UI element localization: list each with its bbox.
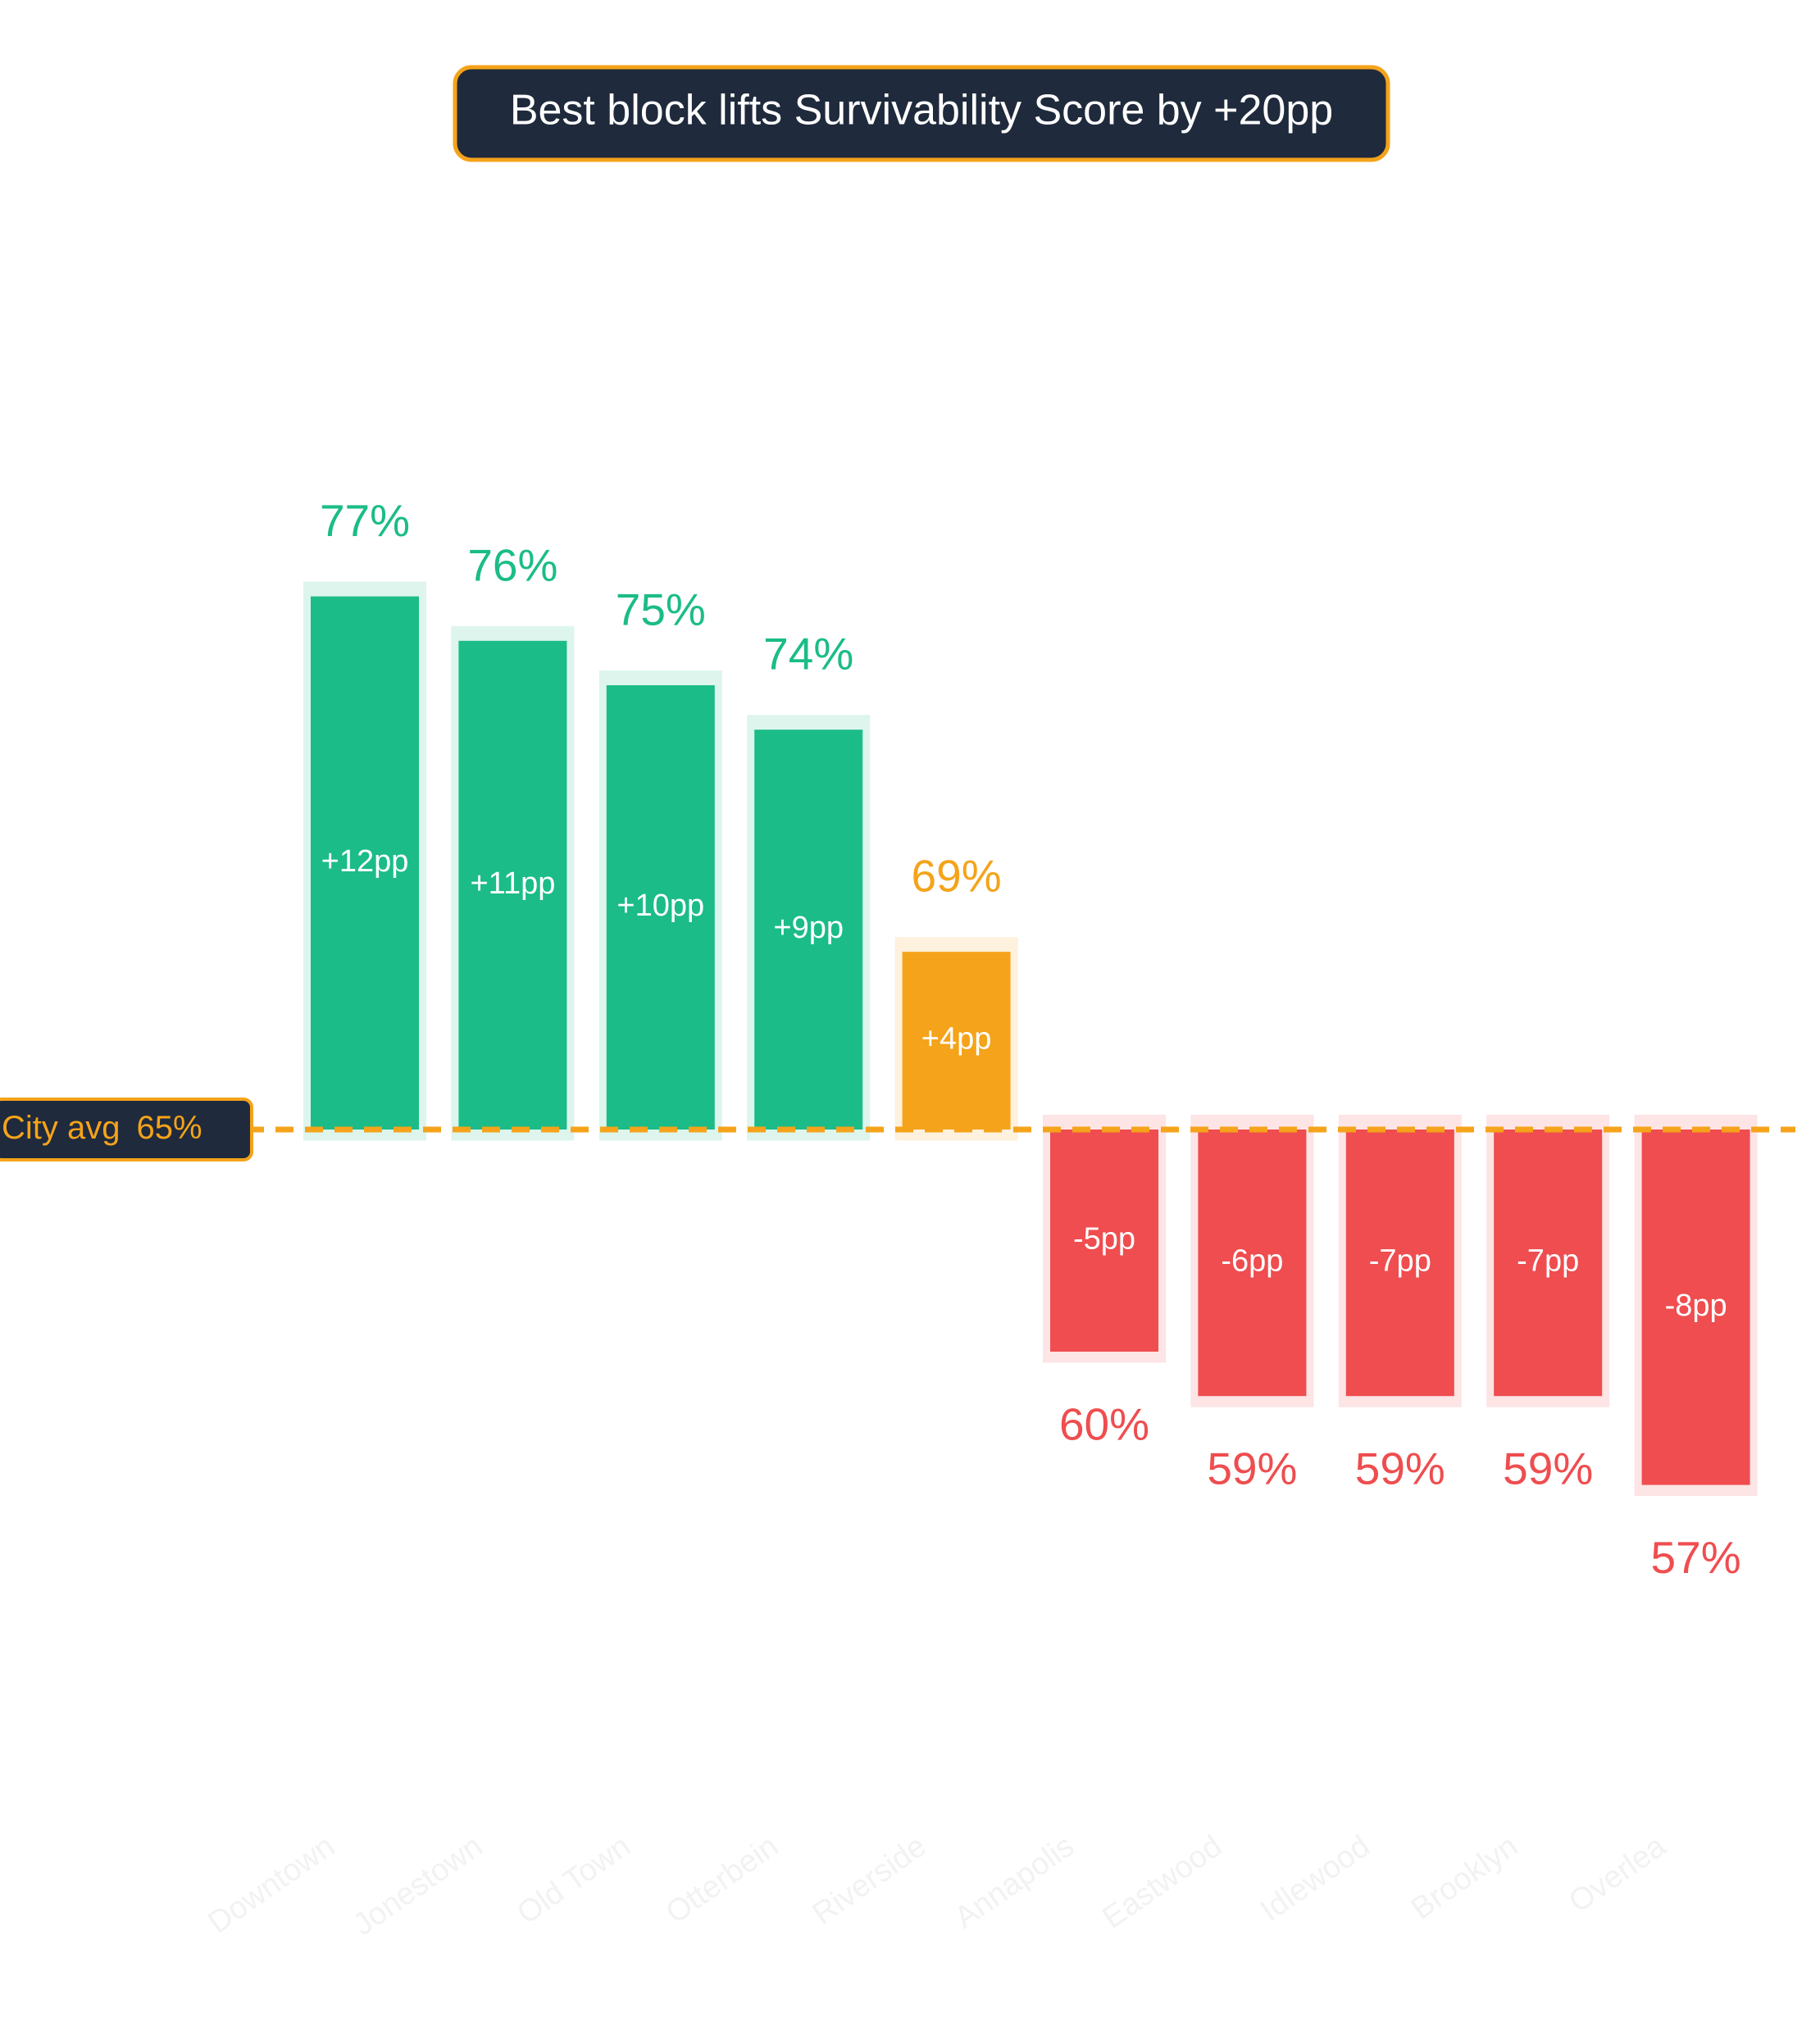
bar [1641, 1130, 1750, 1485]
x-tick-label: Overlea [1563, 1829, 1672, 1920]
bar [311, 596, 419, 1130]
inner-label: +10pp [617, 889, 704, 923]
x-tick-label: Jonestown [347, 1829, 489, 1943]
inner-label: -5pp [1073, 1222, 1135, 1257]
inner-label: +12pp [321, 844, 409, 879]
reference-box [0, 1098, 253, 1161]
chart-title: Best block lifts Survivability Score by … [510, 87, 1333, 134]
inner-label: -7pp [1517, 1244, 1579, 1279]
bar [1494, 1130, 1603, 1397]
bar [1345, 1130, 1454, 1397]
x-tick-label: Old Town [511, 1829, 636, 1931]
value-label: 60% [1059, 1399, 1149, 1450]
x-tick-label: Otterbein [660, 1829, 785, 1930]
value-label: 75% [616, 584, 706, 635]
bar [458, 640, 567, 1130]
inner-label: -6pp [1221, 1244, 1283, 1279]
bar [902, 952, 1011, 1130]
bar [1198, 1130, 1307, 1397]
reference-value: 65% [137, 1110, 202, 1146]
inner-label: +4pp [921, 1022, 992, 1057]
value-label: 74% [763, 629, 853, 680]
x-tick-label: Riverside [807, 1829, 933, 1931]
x-tick-label: Downtown [202, 1829, 340, 1940]
x-tick-label: Eastwood [1097, 1829, 1229, 1935]
x-tick-label: Annapolis [949, 1829, 1081, 1935]
value-label: 69% [912, 851, 1002, 902]
value-label: 77% [320, 495, 410, 546]
reference-name: City avg [2, 1110, 121, 1146]
inner-label: +11pp [470, 866, 555, 901]
inner-label: -8pp [1665, 1289, 1727, 1323]
inner-label: +9pp [773, 911, 844, 945]
value-label: 59% [1355, 1443, 1445, 1494]
x-tick-label: Brooklyn [1405, 1829, 1524, 1926]
value-label: 59% [1207, 1443, 1297, 1494]
value-label: 59% [1503, 1443, 1593, 1494]
reference-label: City avg 65% [2, 1110, 202, 1146]
value-label: 57% [1651, 1532, 1741, 1583]
value-label: 76% [467, 539, 557, 590]
x-tick-label: Idlewood [1254, 1829, 1376, 1929]
bar [754, 730, 863, 1130]
title-box [453, 65, 1390, 162]
inner-label: -7pp [1369, 1244, 1431, 1279]
bar [606, 685, 715, 1130]
bar [1050, 1130, 1158, 1352]
